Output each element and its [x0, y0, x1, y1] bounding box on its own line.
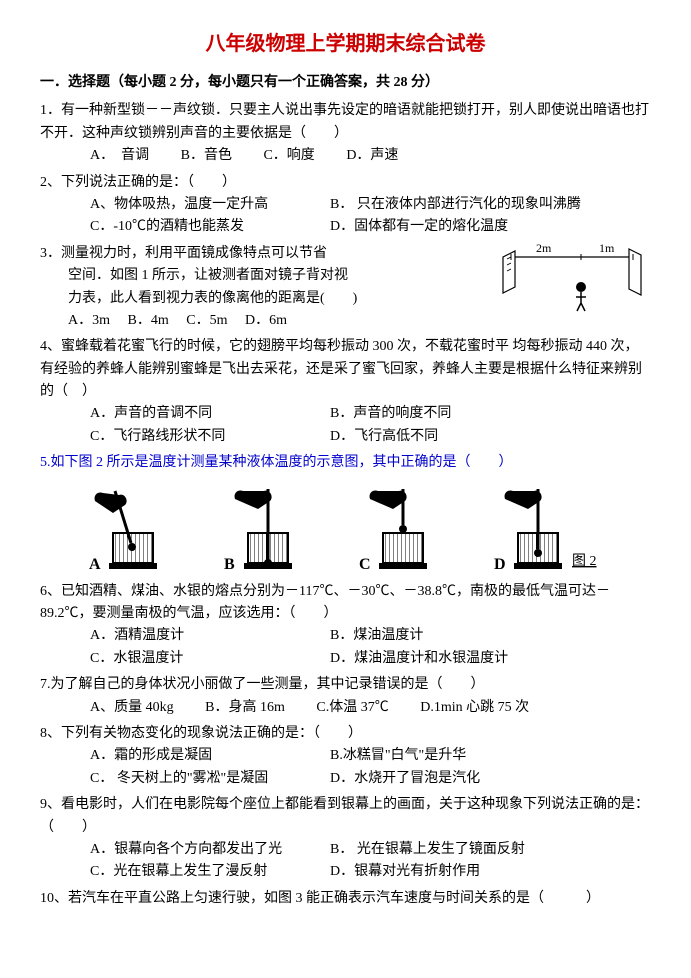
- q2-options-row1: A、物体吸热，温度一定升高 B． 只在液体内部进行汽化的现象叫沸腾: [40, 194, 651, 216]
- q4-opt-d: D．飞行高低不同: [330, 426, 438, 448]
- q4-options-row2: C．飞行路线形状不同 D．飞行高低不同: [40, 426, 651, 448]
- q3-opt-a: A．3m: [68, 313, 110, 328]
- q8-options-row2: C． 冬天树上的"雾凇"是凝固 D．水烧开了冒泡是汽化: [40, 768, 651, 790]
- q3-opt-b: B．4m: [128, 313, 169, 328]
- q7-text: 7.为了解自己的身体状况小丽做了一些测量，其中记录错误的是（ ）: [40, 674, 651, 696]
- question-7: 7.为了解自己的身体状况小丽做了一些测量，其中记录错误的是（ ） A、质量 40…: [40, 674, 651, 719]
- svg-text:D: D: [494, 556, 506, 573]
- question-5: 5.如下图 2 所示是温度计测量某种液体温度的示意图，其中正确的是（ ） A B: [40, 452, 651, 572]
- q6-options-row2: C．水银温度计 D．煤油温度计和水银温度计: [40, 648, 651, 670]
- q9-options-row2: C．光在银幕上发生了漫反射 D．银幕对光有折射作用: [40, 861, 651, 883]
- q4-opt-c: C．飞行路线形状不同: [90, 426, 330, 448]
- question-1: 1．有一种新型锁－－声纹锁．只要主人说出事先设定的暗语就能把锁打开，别人即使说出…: [40, 100, 651, 167]
- q3-fig-right-label: 1m: [599, 241, 615, 255]
- q8-text: 8、下列有关物态变化的现象说法正确的是：（ ）: [40, 723, 651, 745]
- q3-opt-c: C．5m: [186, 313, 227, 328]
- q3-fig-left-label: 2m: [536, 241, 552, 255]
- q6-text: 6、已知酒精、煤油、水银的熔点分别为－117℃、－30℃、－38.8℃，南极的最…: [40, 581, 651, 626]
- section-1-heading: 一．选择题（每小题 2 分，每小题只有一个正确答案，共 28 分）: [40, 72, 651, 94]
- q1-options: A． 音调 B．音色 C．响度 D．声速: [40, 145, 651, 167]
- q5-fig-b: B: [218, 483, 308, 573]
- svg-text:B: B: [224, 556, 235, 573]
- q8-opt-a: A．霜的形成是凝固: [90, 745, 330, 767]
- q1-text: 1．有一种新型锁－－声纹锁．只要主人说出事先设定的暗语就能把锁打开，别人即使说出…: [40, 100, 651, 145]
- question-3: 2m 1m 3．测量视力时，利用平面镜成像特点可以节省 空间．如图 1 所示，让…: [40, 243, 651, 333]
- q9-opt-d: D．银幕对光有折射作用: [330, 861, 480, 883]
- q6-opt-d: D．煤油温度计和水银温度计: [330, 648, 508, 670]
- q7-opt-c: C.体温 37℃: [316, 697, 388, 719]
- q2-opt-a: A、物体吸热，温度一定升高: [90, 194, 330, 216]
- q9-opt-c: C．光在银幕上发生了漫反射: [90, 861, 330, 883]
- q5-figure-row: A B C D 图 2: [40, 483, 651, 573]
- q1-opt-b: B．音色: [181, 145, 232, 167]
- question-4: 4、蜜蜂载着花蜜飞行的时候，它的翅膀平均每秒振动 300 次，不载花蜜时平 均每…: [40, 336, 651, 448]
- q10-text: 10、若汽车在平直公路上匀速行驶，如图 3 能正确表示汽车速度与时间关系的是（ …: [40, 888, 651, 910]
- q3-opt-d: D．6m: [245, 313, 287, 328]
- q2-text: 2、下列说法正确的是：（ ）: [40, 172, 651, 194]
- q3-figure: 2m 1m: [481, 239, 651, 314]
- q1-opt-a: A． 音调: [90, 145, 149, 167]
- q5-fig-d: D 图 2: [488, 483, 608, 573]
- q9-opt-b: B． 光在银幕上发生了镜面反射: [330, 839, 525, 861]
- q7-options: A、质量 40kg B．身高 16m C.体温 37℃ D.1min 心跳 75…: [40, 697, 651, 719]
- q2-opt-c: C．-10℃的酒精也能蒸发: [90, 216, 330, 238]
- q7-opt-d: D.1min 心跳 75 次: [420, 697, 529, 719]
- q4-opt-b: B．声音的响度不同: [330, 403, 451, 425]
- q4-opt-a: A．声音的音调不同: [90, 403, 330, 425]
- q6-opt-a: A．酒精温度计: [90, 625, 330, 647]
- q9-opt-a: A．银幕向各个方向都发出了光: [90, 839, 330, 861]
- q1-opt-c: C．响度: [263, 145, 314, 167]
- q6-options-row1: A．酒精温度计 B．煤油温度计: [40, 625, 651, 647]
- q9-text: 9、看电影时，人们在电影院每个座位上都能看到银幕上的画面，关于这种现象下列说法正…: [40, 794, 651, 839]
- q8-opt-b: B.冰糕冒"白气"是升华: [330, 745, 466, 767]
- q5-fig-a: A: [83, 483, 173, 573]
- q9-options-row1: A．银幕向各个方向都发出了光 B． 光在银幕上发生了镜面反射: [40, 839, 651, 861]
- question-10: 10、若汽车在平直公路上匀速行驶，如图 3 能正确表示汽车速度与时间关系的是（ …: [40, 888, 651, 910]
- q2-options-row2: C．-10℃的酒精也能蒸发 D．固体都有一定的熔化温度: [40, 216, 651, 238]
- q7-opt-b: B．身高 16m: [205, 697, 285, 719]
- page-title: 八年级物理上学期期末综合试卷: [40, 28, 651, 60]
- q2-opt-d: D．固体都有一定的熔化温度: [330, 216, 508, 238]
- q5-text: 5.如下图 2 所示是温度计测量某种液体温度的示意图，其中正确的是（ ）: [40, 452, 651, 474]
- q6-opt-b: B．煤油温度计: [330, 625, 423, 647]
- q4-text: 4、蜜蜂载着花蜜飞行的时候，它的翅膀平均每秒振动 300 次，不载花蜜时平 均每…: [40, 336, 651, 403]
- q5-fig-c: C: [353, 483, 443, 573]
- q5-text-link: 5.如下图 2 所示是温度计测量某种液体温度的示意图，其中正确的是（ ）: [40, 455, 513, 470]
- svg-text:C: C: [359, 556, 371, 573]
- q6-opt-c: C．水银温度计: [90, 648, 330, 670]
- question-8: 8、下列有关物态变化的现象说法正确的是：（ ） A．霜的形成是凝固 B.冰糕冒"…: [40, 723, 651, 790]
- q4-options-row1: A．声音的音调不同 B．声音的响度不同: [40, 403, 651, 425]
- question-9: 9、看电影时，人们在电影院每个座位上都能看到银幕上的画面，关于这种现象下列说法正…: [40, 794, 651, 884]
- q2-opt-b: B． 只在液体内部进行汽化的现象叫沸腾: [330, 194, 581, 216]
- q1-opt-d: D．声速: [346, 145, 398, 167]
- q8-options-row1: A．霜的形成是凝固 B.冰糕冒"白气"是升华: [40, 745, 651, 767]
- q8-opt-d: D．水烧开了冒泡是汽化: [330, 768, 480, 790]
- q8-opt-c: C． 冬天树上的"雾凇"是凝固: [90, 768, 330, 790]
- question-2: 2、下列说法正确的是：（ ） A、物体吸热，温度一定升高 B． 只在液体内部进行…: [40, 172, 651, 239]
- q7-opt-a: A、质量 40kg: [90, 697, 174, 719]
- svg-text:图 2: 图 2: [572, 554, 597, 569]
- svg-text:A: A: [89, 556, 101, 573]
- question-6: 6、已知酒精、煤油、水银的熔点分别为－117℃、－30℃、－38.8℃，南极的最…: [40, 581, 651, 671]
